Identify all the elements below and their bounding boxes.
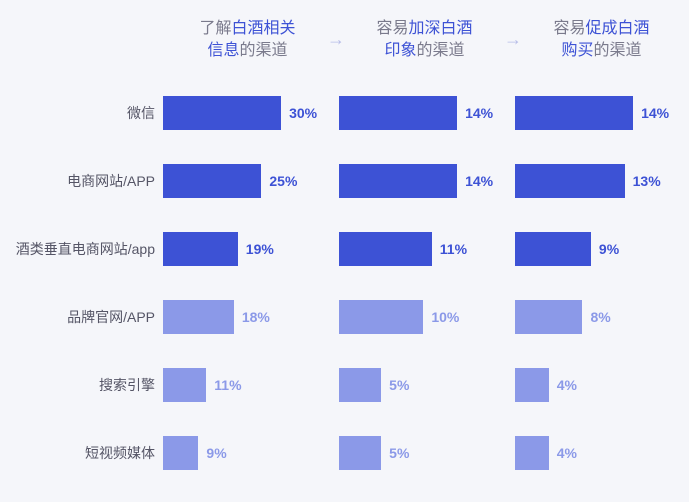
bar (163, 96, 281, 130)
bar (339, 300, 423, 334)
header-col-1: 容易加深白酒 印象的渠道 (347, 18, 502, 61)
bar (515, 300, 582, 334)
bar-cell: 5% (339, 355, 503, 415)
chart-row: 品牌官网/APP 18% 10% 8% (10, 287, 679, 347)
bar-cell: 18% (163, 287, 327, 347)
bar (515, 436, 549, 470)
header-line2-suffix: 的渠道 (594, 42, 642, 59)
header-highlight: 白酒相关 (232, 20, 296, 37)
bar-value: 9% (206, 445, 226, 461)
row-label: 微信 (10, 103, 163, 123)
bar-cell: 19% (163, 219, 327, 279)
header-highlight: 加深白酒 (409, 20, 473, 37)
bar (515, 232, 591, 266)
bar-cell: 9% (515, 219, 679, 279)
bar-cell: 5% (339, 423, 503, 483)
row-columns: 30% 14% 14% (163, 83, 679, 143)
bar (163, 368, 206, 402)
header-line2-suffix: 的渠道 (240, 42, 288, 59)
bar (163, 164, 261, 198)
bar (163, 436, 198, 470)
bar-cell: 13% (515, 151, 679, 211)
bar-cell: 4% (515, 355, 679, 415)
header-line2-highlight: 信息 (207, 42, 239, 59)
bar-cell: 14% (515, 83, 679, 143)
chart-row: 酒类垂直电商网站/app 19% 11% 9% (10, 219, 679, 279)
header-col-0: 了解白酒相关 信息的渠道 (170, 18, 325, 61)
row-label: 搜索引擎 (10, 375, 163, 395)
bar-cell: 30% (163, 83, 327, 143)
arrow-right-icon: → (325, 29, 347, 50)
bar-value: 4% (557, 377, 577, 393)
bar (515, 164, 625, 198)
bar-cell: 14% (339, 151, 503, 211)
bar-cell: 4% (515, 423, 679, 483)
bar-cell: 14% (339, 83, 503, 143)
bar-value: 14% (465, 173, 493, 189)
bar (163, 300, 234, 334)
bar-cell: 11% (339, 219, 503, 279)
chart-row: 微信 30% 14% 14% (10, 83, 679, 143)
row-columns: 9% 5% 4% (163, 423, 679, 483)
row-columns: 18% 10% 8% (163, 287, 679, 347)
bar (339, 368, 381, 402)
channel-bar-chart: 了解白酒相关 信息的渠道 → 容易加深白酒 印象的渠道 → 容易促成白酒 购买的… (0, 0, 689, 502)
bar (515, 96, 633, 130)
chart-row: 搜索引擎 11% 5% 4% (10, 355, 679, 415)
row-label: 短视频媒体 (10, 443, 163, 463)
chart-row: 短视频媒体 9% 5% 4% (10, 423, 679, 483)
header-line2-suffix: 的渠道 (417, 42, 465, 59)
arrow-right-icon: → (502, 29, 524, 50)
row-columns: 11% 5% 4% (163, 355, 679, 415)
bar (163, 232, 238, 266)
bar-value: 5% (389, 445, 409, 461)
bar-value: 10% (431, 309, 459, 325)
bar (339, 164, 457, 198)
header-prefix: 了解 (199, 20, 231, 37)
bar-value: 14% (465, 105, 493, 121)
row-label: 电商网站/APP (10, 171, 163, 191)
header-highlight: 促成白酒 (586, 20, 650, 37)
row-columns: 25% 14% 13% (163, 151, 679, 211)
bar-cell: 8% (515, 287, 679, 347)
bar-cell: 25% (163, 151, 327, 211)
bar (339, 436, 381, 470)
bar-value: 5% (389, 377, 409, 393)
header-prefix: 容易 (553, 20, 585, 37)
header-prefix: 容易 (376, 20, 408, 37)
bar-value: 4% (557, 445, 577, 461)
row-label: 酒类垂直电商网站/app (10, 239, 163, 259)
bar-value: 18% (242, 309, 270, 325)
bar-cell: 10% (339, 287, 503, 347)
header-row: 了解白酒相关 信息的渠道 → 容易加深白酒 印象的渠道 → 容易促成白酒 购买的… (170, 18, 679, 61)
row-columns: 19% 11% 9% (163, 219, 679, 279)
header-col-2: 容易促成白酒 购买的渠道 (524, 18, 679, 61)
row-label: 品牌官网/APP (10, 307, 163, 327)
bar-value: 14% (641, 105, 669, 121)
bar-value: 9% (599, 241, 619, 257)
header-line2-highlight: 购买 (561, 42, 593, 59)
chart-rows: 微信 30% 14% 14% 电商网站/APP 25% 14% 13% 酒类垂直电商网站/app… (10, 83, 679, 483)
bar (515, 368, 549, 402)
header-line2-highlight: 印象 (384, 42, 416, 59)
bar-cell: 11% (163, 355, 327, 415)
bar-value: 11% (214, 377, 241, 393)
bar (339, 96, 457, 130)
bar-value: 11% (440, 241, 467, 257)
bar-value: 25% (269, 173, 297, 189)
bar-value: 30% (289, 105, 317, 121)
bar-cell: 9% (163, 423, 327, 483)
bar-value: 19% (246, 241, 274, 257)
bar-value: 13% (633, 173, 661, 189)
bar (339, 232, 432, 266)
bar-value: 8% (590, 309, 610, 325)
chart-row: 电商网站/APP 25% 14% 13% (10, 151, 679, 211)
